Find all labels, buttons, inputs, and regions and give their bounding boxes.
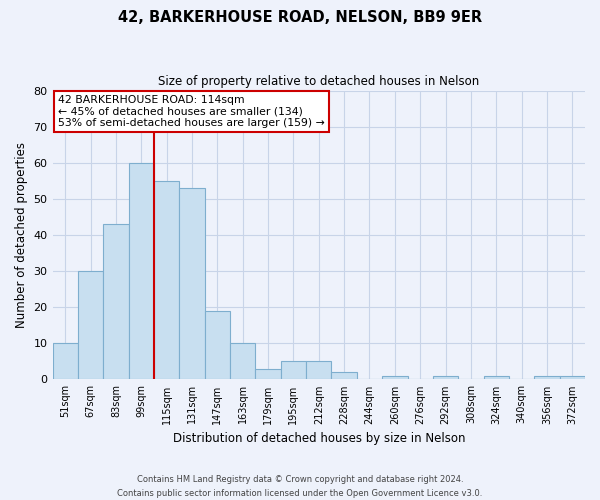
Y-axis label: Number of detached properties: Number of detached properties: [15, 142, 28, 328]
X-axis label: Distribution of detached houses by size in Nelson: Distribution of detached houses by size …: [173, 432, 465, 445]
Bar: [103, 224, 128, 380]
Bar: [78, 271, 103, 380]
Text: 42 BARKERHOUSE ROAD: 114sqm
← 45% of detached houses are smaller (134)
53% of se: 42 BARKERHOUSE ROAD: 114sqm ← 45% of det…: [58, 95, 325, 128]
Bar: [230, 344, 256, 380]
Title: Size of property relative to detached houses in Nelson: Size of property relative to detached ho…: [158, 75, 479, 88]
Bar: [256, 368, 281, 380]
Bar: [382, 376, 407, 380]
Bar: [306, 362, 331, 380]
Bar: [281, 362, 306, 380]
Bar: [179, 188, 205, 380]
Bar: [205, 311, 230, 380]
Bar: [53, 344, 78, 380]
Bar: [484, 376, 509, 380]
Bar: [534, 376, 560, 380]
Bar: [560, 376, 585, 380]
Text: 42, BARKERHOUSE ROAD, NELSON, BB9 9ER: 42, BARKERHOUSE ROAD, NELSON, BB9 9ER: [118, 10, 482, 25]
Bar: [128, 163, 154, 380]
Bar: [331, 372, 357, 380]
Text: Contains HM Land Registry data © Crown copyright and database right 2024.
Contai: Contains HM Land Registry data © Crown c…: [118, 476, 482, 498]
Bar: [433, 376, 458, 380]
Bar: [154, 181, 179, 380]
